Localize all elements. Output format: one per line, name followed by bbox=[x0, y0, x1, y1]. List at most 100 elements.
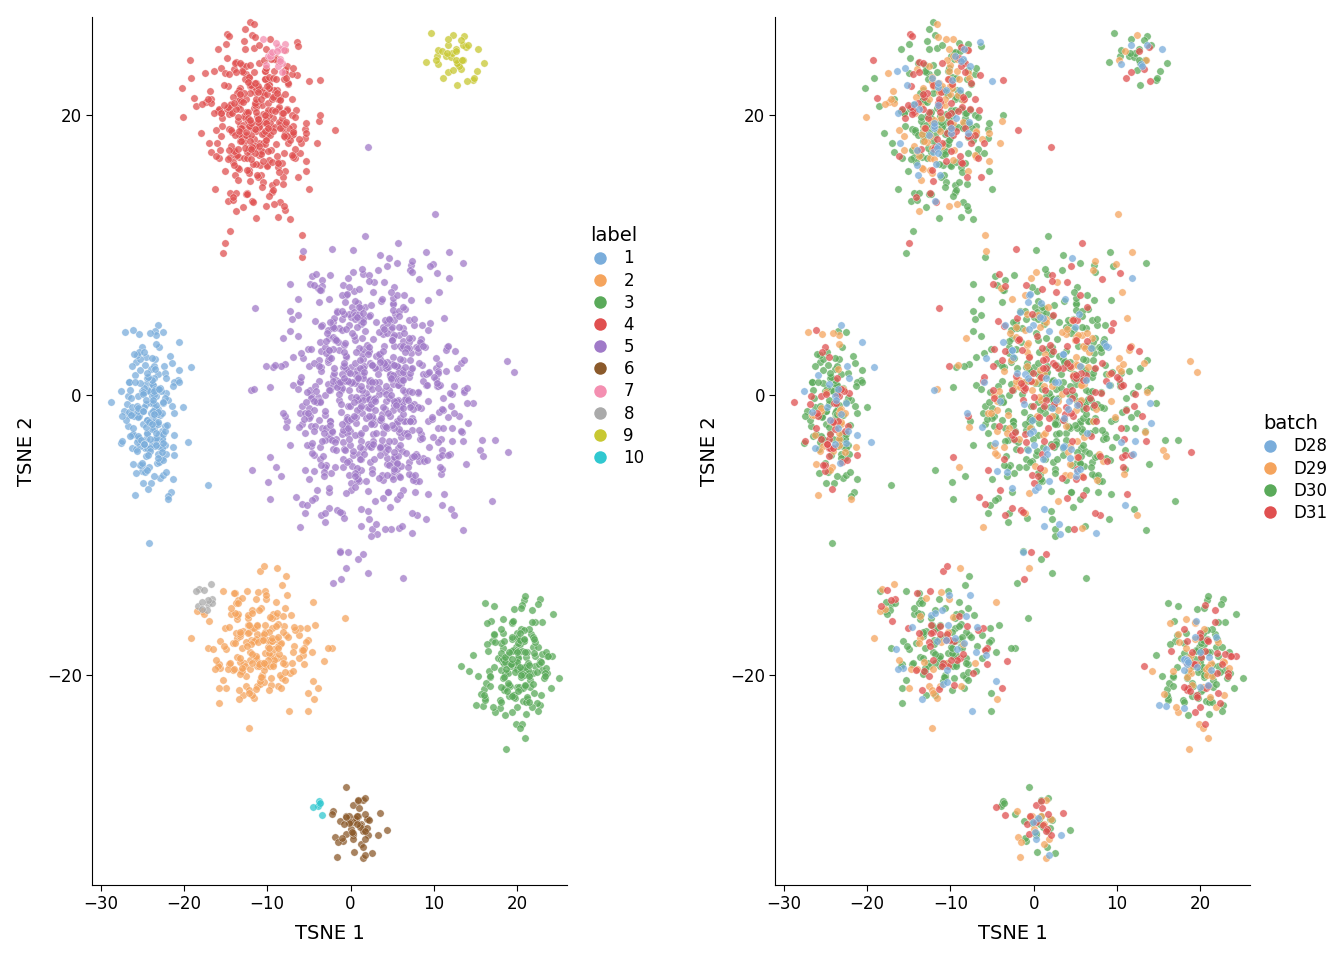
Point bbox=[902, 66, 923, 82]
Point bbox=[923, 141, 945, 156]
Point bbox=[267, 640, 289, 656]
Point bbox=[382, 296, 403, 311]
Point bbox=[905, 189, 926, 204]
Point bbox=[500, 658, 521, 673]
Point bbox=[926, 16, 948, 32]
Point bbox=[382, 468, 403, 484]
Point bbox=[496, 656, 517, 671]
Point bbox=[497, 665, 519, 681]
Point bbox=[148, 367, 169, 382]
Point bbox=[930, 169, 952, 184]
Point bbox=[314, 403, 336, 419]
Point bbox=[970, 328, 992, 344]
Point bbox=[187, 598, 208, 613]
Point bbox=[247, 96, 269, 111]
Point bbox=[945, 611, 966, 626]
Point bbox=[435, 364, 457, 379]
Point bbox=[509, 682, 531, 697]
Point bbox=[484, 432, 505, 447]
Point bbox=[991, 798, 1012, 813]
Point bbox=[793, 436, 814, 451]
Point bbox=[321, 424, 343, 440]
Point bbox=[1044, 845, 1066, 860]
Point bbox=[1071, 520, 1093, 536]
Point bbox=[948, 87, 969, 103]
Point bbox=[521, 700, 543, 715]
Point bbox=[222, 89, 243, 105]
Point bbox=[190, 126, 211, 141]
Point bbox=[915, 199, 937, 214]
Point bbox=[509, 662, 531, 678]
Point bbox=[254, 107, 276, 122]
Point bbox=[1078, 413, 1099, 428]
Point bbox=[1039, 398, 1060, 414]
Point bbox=[1016, 306, 1038, 322]
Point bbox=[1196, 592, 1218, 608]
Point bbox=[997, 387, 1019, 402]
Point bbox=[1056, 355, 1078, 371]
Point bbox=[1021, 468, 1043, 483]
Point bbox=[133, 437, 155, 452]
Point bbox=[309, 373, 331, 389]
Point bbox=[942, 658, 964, 673]
Point bbox=[1005, 803, 1027, 818]
Point bbox=[1073, 339, 1094, 354]
Point bbox=[144, 414, 165, 429]
Point bbox=[931, 659, 953, 674]
Point bbox=[950, 102, 972, 117]
Point bbox=[406, 339, 427, 354]
Point bbox=[925, 655, 946, 670]
Point bbox=[906, 157, 927, 173]
Point bbox=[418, 364, 439, 379]
Point bbox=[402, 413, 423, 428]
Point bbox=[918, 110, 939, 126]
Point bbox=[388, 303, 410, 319]
Point bbox=[952, 54, 973, 69]
Point bbox=[319, 342, 340, 357]
Point bbox=[372, 354, 394, 370]
Point bbox=[969, 490, 991, 505]
Point bbox=[1044, 409, 1066, 424]
Point bbox=[1011, 387, 1032, 402]
Point bbox=[271, 670, 293, 685]
Point bbox=[230, 629, 251, 644]
Point bbox=[478, 668, 500, 684]
Point bbox=[266, 605, 288, 620]
Point bbox=[359, 372, 380, 388]
Point bbox=[359, 812, 380, 828]
Point bbox=[358, 565, 379, 581]
Point bbox=[226, 630, 247, 645]
Point bbox=[1193, 597, 1215, 612]
Point bbox=[363, 331, 384, 347]
Point bbox=[914, 663, 935, 679]
Point bbox=[376, 361, 398, 376]
Point bbox=[977, 405, 999, 420]
Point bbox=[359, 408, 380, 423]
Point bbox=[289, 405, 310, 420]
Point bbox=[970, 38, 992, 54]
Point bbox=[817, 440, 839, 455]
Point bbox=[273, 618, 294, 634]
Point bbox=[899, 51, 921, 66]
Point bbox=[507, 636, 528, 651]
Point bbox=[323, 442, 344, 457]
Point bbox=[261, 620, 282, 636]
Point bbox=[896, 98, 918, 113]
Point bbox=[929, 682, 950, 697]
Point bbox=[263, 87, 285, 103]
Point bbox=[986, 692, 1008, 708]
Point bbox=[1073, 351, 1094, 367]
Point bbox=[1051, 262, 1073, 277]
Point bbox=[445, 344, 466, 359]
Point bbox=[1082, 352, 1103, 368]
Point bbox=[910, 98, 931, 113]
Point bbox=[1044, 357, 1066, 372]
Point bbox=[337, 420, 359, 436]
Point bbox=[239, 112, 261, 128]
Point bbox=[1021, 432, 1043, 447]
Point bbox=[519, 680, 540, 695]
Point bbox=[1058, 359, 1079, 374]
Point bbox=[863, 53, 884, 68]
Point bbox=[347, 467, 368, 482]
Point bbox=[899, 641, 921, 657]
